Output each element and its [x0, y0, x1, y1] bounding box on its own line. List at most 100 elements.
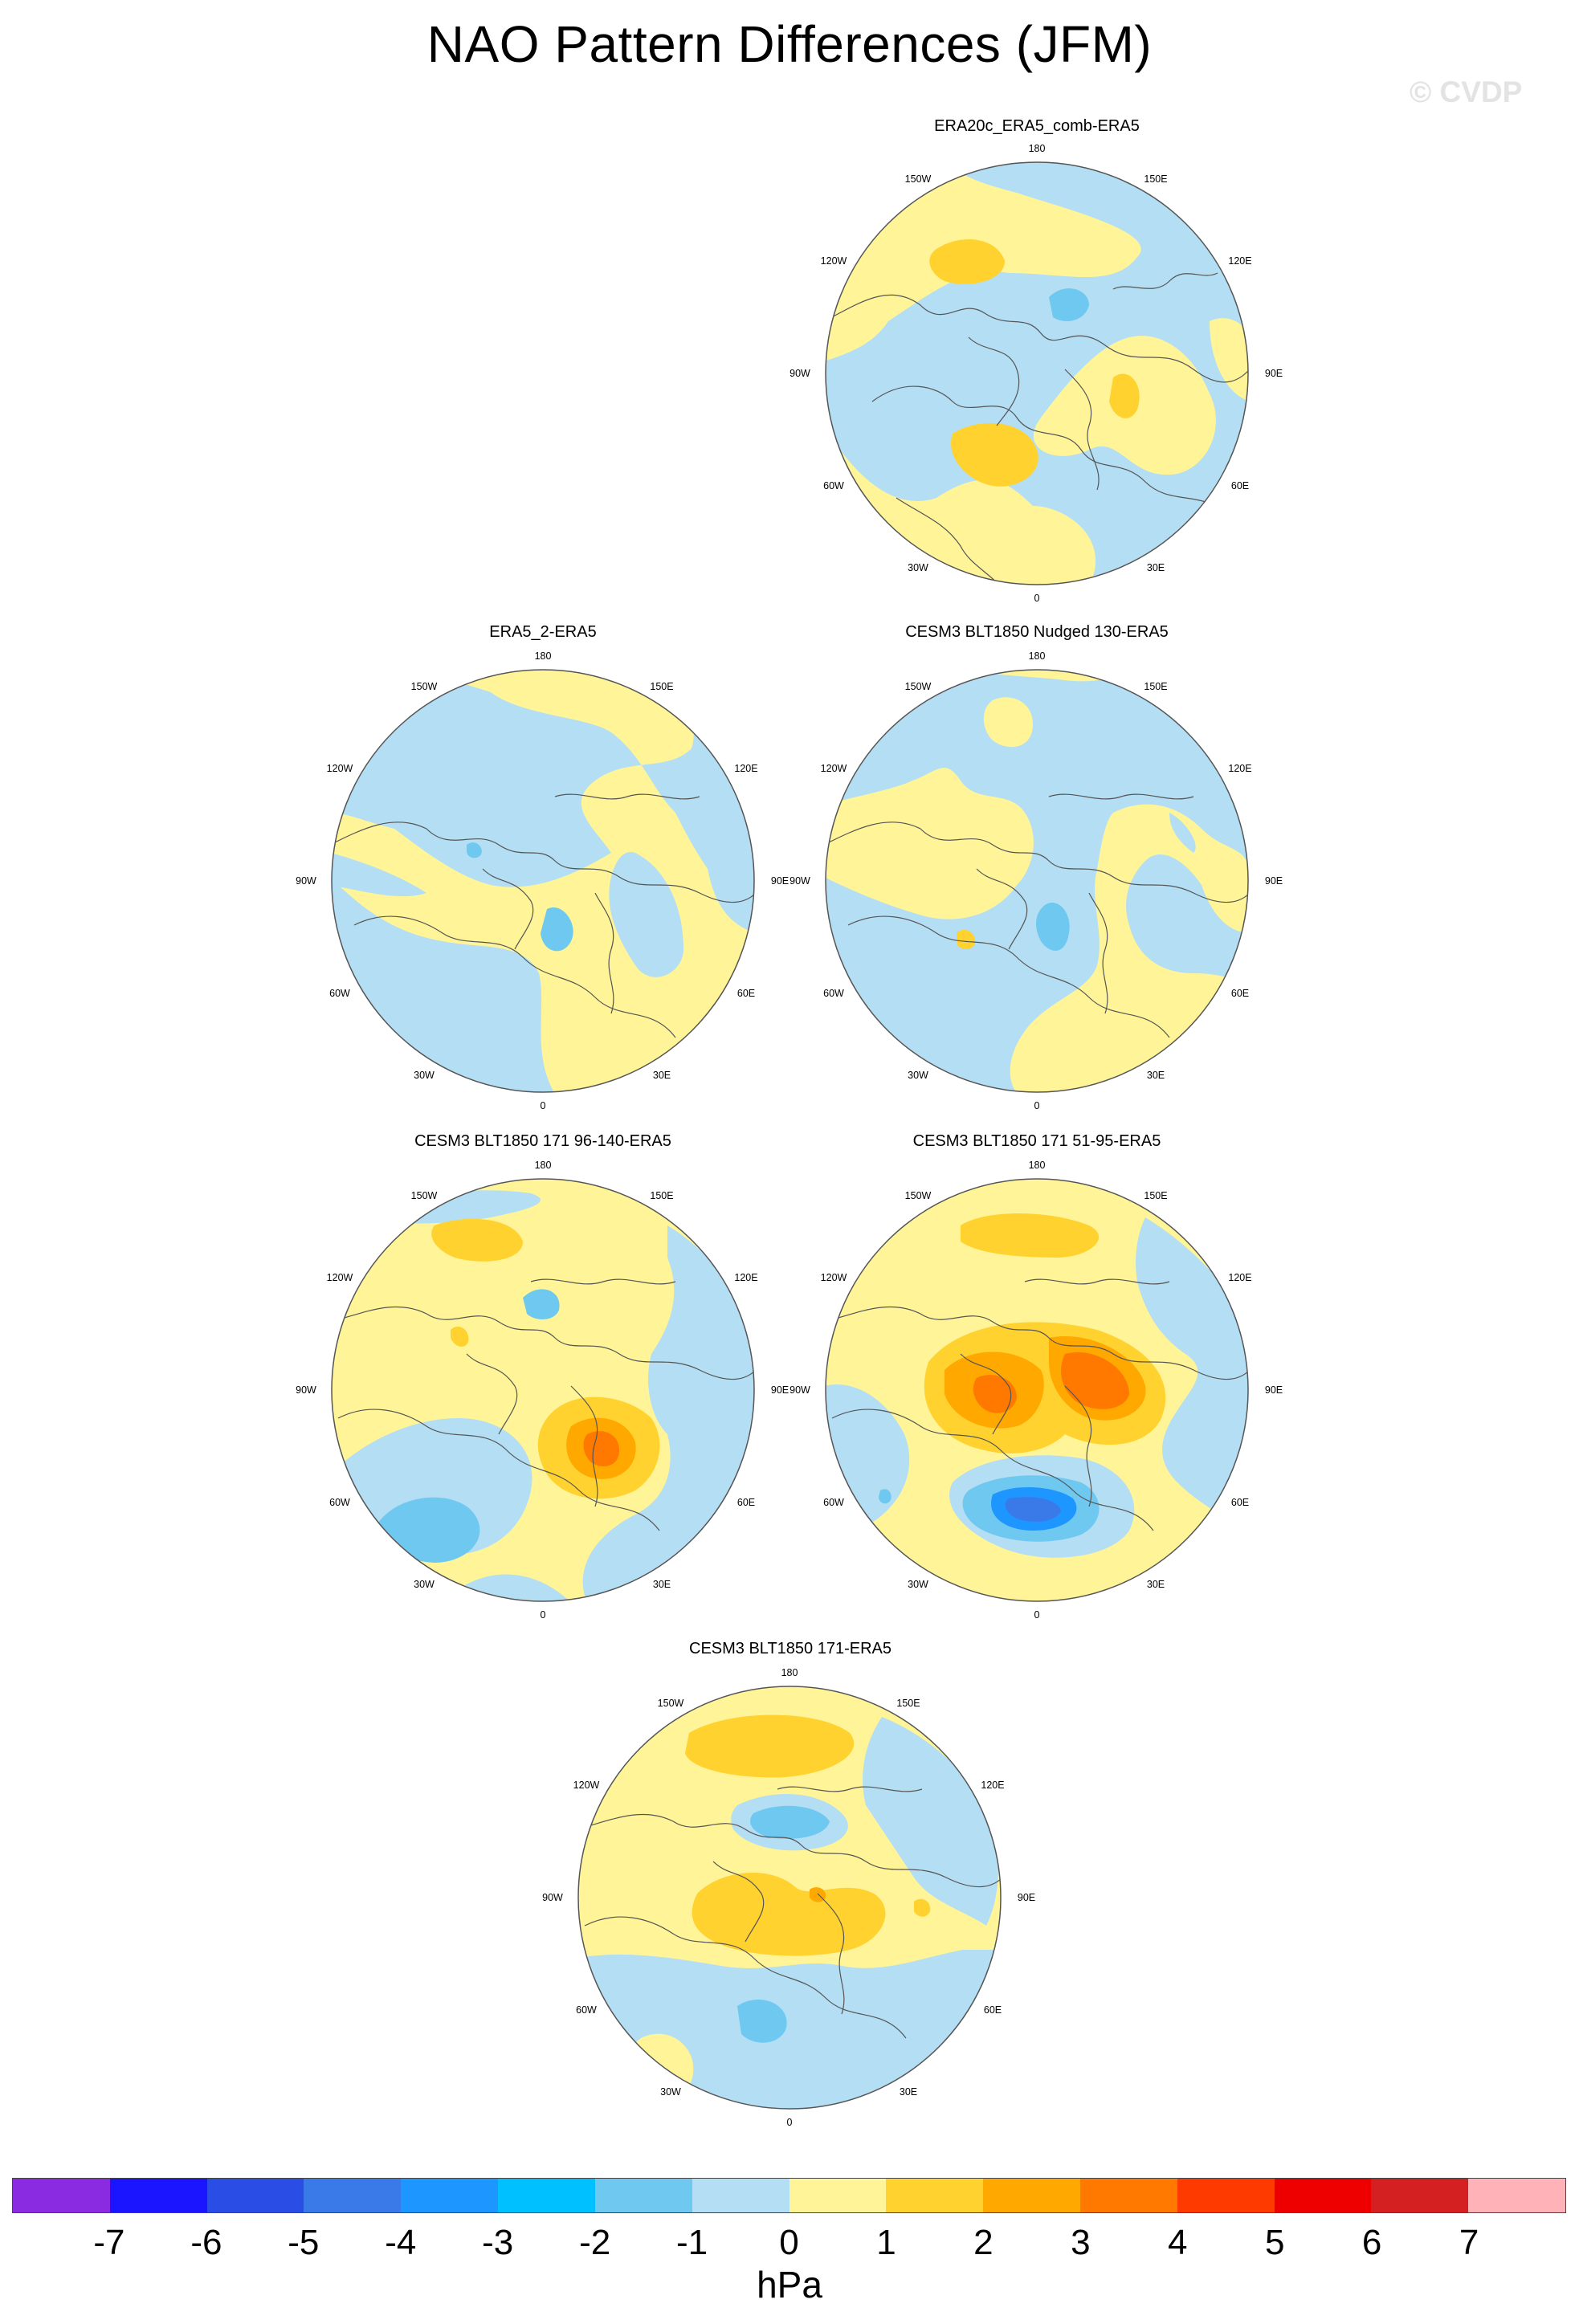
colorbar-swatch — [594, 2179, 692, 2212]
colorbar-swatch — [401, 2179, 499, 2212]
colorbar-tick-label: 0 — [779, 2223, 799, 2262]
longitude-label-right: 90E — [1264, 1384, 1283, 1396]
longitude-label-top: 180 — [534, 1160, 552, 1171]
longitude-label-left: 90W — [296, 875, 316, 887]
colorbar-swatch — [1079, 2179, 1177, 2212]
colorbar-tick-label: 7 — [1459, 2223, 1479, 2262]
longitude-label-top: 180 — [781, 1667, 798, 1678]
longitude-label-lower-right: 30E — [1146, 1579, 1165, 1590]
longitude-label-mid-upper-right: 120E — [734, 763, 758, 774]
longitude-label-mid-upper-right: 120E — [1228, 1272, 1252, 1283]
longitude-label-left: 90W — [790, 1384, 810, 1396]
longitude-label-top: 180 — [1028, 143, 1046, 154]
panel-title-4: CESM3 BLT1850 171 96-140-ERA5 — [414, 1132, 671, 1150]
longitude-label-mid-lower-right: 60E — [983, 2004, 1002, 2016]
colorbar-tick-label: -4 — [385, 2223, 417, 2262]
longitude-label-mid-lower-left: 60W — [576, 2004, 597, 2016]
colorbar-swatch — [13, 2179, 110, 2212]
colorbar-swatch — [983, 2179, 1080, 2212]
longitude-label-lower-left: 30W — [908, 1579, 928, 1590]
longitude-label-mid-upper-right: 120E — [734, 1272, 758, 1283]
longitude-label-mid-upper-left: 120W — [820, 763, 847, 774]
longitude-label-mid-lower-right: 60E — [736, 988, 756, 999]
colorbar-tick-label: -2 — [579, 2223, 611, 2262]
colorbar-swatch — [1177, 2179, 1275, 2212]
polar-map-2 — [331, 669, 755, 1093]
longitude-label-mid-lower-left: 60W — [329, 1497, 350, 1508]
longitude-label-upper-left: 150W — [904, 1190, 932, 1201]
longitude-label-mid-upper-left: 120W — [820, 255, 847, 267]
longitude-label-bottom: 0 — [1034, 1100, 1040, 1111]
longitude-label-lower-left: 30W — [660, 2086, 681, 2098]
colorbar-swatch — [1468, 2179, 1565, 2212]
longitude-label-upper-right: 150E — [896, 1698, 920, 1709]
colorbar-swatch — [692, 2179, 790, 2212]
colorbar-tick-label: 4 — [1168, 2223, 1188, 2262]
colorbar-swatch — [1274, 2179, 1372, 2212]
longitude-label-mid-upper-left: 120W — [573, 1780, 600, 1791]
polar-map-3 — [825, 669, 1249, 1093]
longitude-label-mid-lower-right: 60E — [1230, 1497, 1250, 1508]
longitude-label-top: 180 — [1028, 650, 1046, 662]
polar-map-1 — [825, 161, 1249, 585]
polar-map-4 — [331, 1178, 755, 1602]
longitude-label-lower-left: 30W — [908, 562, 928, 573]
panel-title-2: ERA5_2-ERA5 — [489, 623, 597, 641]
colorbar-swatch — [206, 2179, 304, 2212]
longitude-label-right: 90E — [1264, 368, 1283, 379]
longitude-label-top: 180 — [1028, 1160, 1046, 1171]
longitude-label-bottom: 0 — [786, 2117, 793, 2128]
longitude-label-mid-lower-left: 60W — [823, 1497, 844, 1508]
colorbar-swatch — [109, 2179, 207, 2212]
colorbar — [12, 2178, 1566, 2213]
longitude-label-upper-right: 150E — [1144, 1190, 1168, 1201]
colorbar-tick-label: 2 — [973, 2223, 994, 2262]
colorbar-tick-label: 3 — [1071, 2223, 1091, 2262]
longitude-label-top: 180 — [534, 650, 552, 662]
panel-title-5: CESM3 BLT1850 171 51-95-ERA5 — [912, 1132, 1161, 1150]
colorbar-tick-label: -1 — [676, 2223, 708, 2262]
colorbar-tick-label: -3 — [482, 2223, 514, 2262]
colorbar-tick-label: -5 — [288, 2223, 320, 2262]
longitude-label-mid-upper-left: 120W — [326, 1272, 353, 1283]
longitude-label-lower-right: 30E — [652, 1070, 671, 1081]
longitude-label-lower-left: 30W — [414, 1070, 435, 1081]
longitude-label-upper-left: 150W — [904, 681, 932, 692]
watermark: © CVDP — [1410, 75, 1523, 108]
longitude-label-mid-upper-right: 120E — [1228, 255, 1252, 267]
longitude-label-mid-upper-left: 120W — [820, 1272, 847, 1283]
longitude-label-upper-left: 150W — [410, 681, 438, 692]
longitude-label-mid-lower-right: 60E — [1230, 988, 1250, 999]
polar-map-5 — [825, 1178, 1249, 1602]
longitude-label-lower-right: 30E — [899, 2086, 918, 2098]
longitude-label-left: 90W — [790, 368, 810, 379]
longitude-label-bottom: 0 — [1034, 593, 1040, 604]
colorbar-swatch — [886, 2179, 984, 2212]
longitude-label-upper-right: 150E — [650, 1190, 674, 1201]
longitude-label-left: 90W — [296, 1384, 316, 1396]
colorbar-swatch — [304, 2179, 402, 2212]
figure-title: NAO Pattern Differences (JFM) — [426, 15, 1153, 73]
polar-map-6 — [577, 1686, 1002, 2110]
longitude-label-mid-lower-right: 60E — [1230, 480, 1250, 491]
longitude-label-bottom: 0 — [1034, 1609, 1040, 1621]
panel-title-1: ERA20c_ERA5_comb-ERA5 — [934, 117, 1140, 135]
longitude-label-mid-upper-right: 120E — [981, 1780, 1005, 1791]
longitude-label-lower-right: 30E — [1146, 1070, 1165, 1081]
colorbar-swatch — [1371, 2179, 1469, 2212]
panel-title-6: CESM3 BLT1850 171-ERA5 — [689, 1640, 892, 1657]
colorbar-tick-label: -6 — [190, 2223, 222, 2262]
longitude-label-mid-lower-left: 60W — [823, 480, 844, 491]
longitude-label-upper-right: 150E — [1144, 681, 1168, 692]
longitude-label-mid-upper-right: 120E — [1228, 763, 1252, 774]
colorbar-units: hPa — [757, 2264, 822, 2306]
longitude-label-upper-right: 150E — [1144, 173, 1168, 185]
longitude-label-upper-right: 150E — [650, 681, 674, 692]
colorbar-tick-label: 1 — [876, 2223, 896, 2262]
colorbar-tick-label: -7 — [93, 2223, 125, 2262]
longitude-label-lower-right: 30E — [652, 1579, 671, 1590]
longitude-label-bottom: 0 — [540, 1609, 546, 1621]
longitude-label-upper-left: 150W — [904, 173, 932, 185]
panel-title-3: CESM3 BLT1850 Nudged 130-ERA5 — [905, 623, 1169, 641]
colorbar-swatch — [789, 2179, 887, 2212]
